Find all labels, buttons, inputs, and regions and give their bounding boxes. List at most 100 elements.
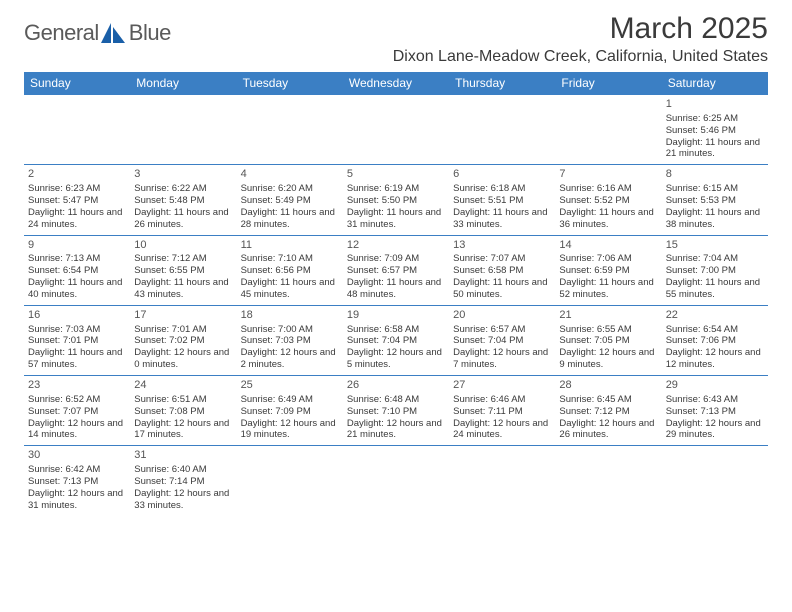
calendar-day-cell: 11Sunrise: 7:10 AMSunset: 6:56 PMDayligh… (237, 235, 343, 305)
calendar-day-cell (449, 446, 555, 516)
logo-text-b: Blue (129, 20, 171, 46)
calendar-day-cell: 13Sunrise: 7:07 AMSunset: 6:58 PMDayligh… (449, 235, 555, 305)
sunset-text: Sunset: 7:13 PM (28, 476, 126, 488)
sunrise-text: Sunrise: 6:19 AM (347, 183, 445, 195)
sunset-text: Sunset: 6:56 PM (241, 265, 339, 277)
logo-sail-icon (101, 23, 127, 43)
day-number: 21 (559, 309, 657, 323)
logo-text-a: General (24, 20, 99, 46)
calendar-day-cell: 8Sunrise: 6:15 AMSunset: 5:53 PMDaylight… (662, 165, 768, 235)
calendar-day-cell: 24Sunrise: 6:51 AMSunset: 7:08 PMDayligh… (130, 376, 236, 446)
daylight-text: Daylight: 11 hours and 38 minutes. (666, 207, 764, 231)
sunrise-text: Sunrise: 7:01 AM (134, 324, 232, 336)
day-number: 20 (453, 309, 551, 323)
calendar-week-row: 1Sunrise: 6:25 AMSunset: 5:46 PMDaylight… (24, 95, 768, 165)
calendar-day-cell: 20Sunrise: 6:57 AMSunset: 7:04 PMDayligh… (449, 305, 555, 375)
daylight-text: Daylight: 11 hours and 48 minutes. (347, 277, 445, 301)
sunset-text: Sunset: 5:48 PM (134, 195, 232, 207)
sunrise-text: Sunrise: 6:22 AM (134, 183, 232, 195)
day-number: 31 (134, 449, 232, 463)
day-header-cell: Tuesday (237, 72, 343, 95)
day-number: 27 (453, 379, 551, 393)
daylight-text: Daylight: 12 hours and 29 minutes. (666, 418, 764, 442)
calendar-week-row: 23Sunrise: 6:52 AMSunset: 7:07 PMDayligh… (24, 376, 768, 446)
daylight-text: Daylight: 11 hours and 36 minutes. (559, 207, 657, 231)
sunrise-text: Sunrise: 6:49 AM (241, 394, 339, 406)
daylight-text: Daylight: 11 hours and 55 minutes. (666, 277, 764, 301)
calendar-day-cell: 30Sunrise: 6:42 AMSunset: 7:13 PMDayligh… (24, 446, 130, 516)
calendar-day-cell: 3Sunrise: 6:22 AMSunset: 5:48 PMDaylight… (130, 165, 236, 235)
sunset-text: Sunset: 6:57 PM (347, 265, 445, 277)
sunrise-text: Sunrise: 6:16 AM (559, 183, 657, 195)
calendar-day-cell (555, 446, 661, 516)
day-number: 12 (347, 239, 445, 253)
daylight-text: Daylight: 11 hours and 28 minutes. (241, 207, 339, 231)
logo: General Blue (24, 20, 171, 46)
daylight-text: Daylight: 12 hours and 9 minutes. (559, 347, 657, 371)
sunrise-text: Sunrise: 6:55 AM (559, 324, 657, 336)
daylight-text: Daylight: 12 hours and 7 minutes. (453, 347, 551, 371)
sunset-text: Sunset: 7:02 PM (134, 335, 232, 347)
daylight-text: Daylight: 11 hours and 24 minutes. (28, 207, 126, 231)
daylight-text: Daylight: 12 hours and 12 minutes. (666, 347, 764, 371)
sunrise-text: Sunrise: 6:20 AM (241, 183, 339, 195)
sunrise-text: Sunrise: 6:18 AM (453, 183, 551, 195)
day-number: 13 (453, 239, 551, 253)
daylight-text: Daylight: 12 hours and 33 minutes. (134, 488, 232, 512)
calendar-day-cell: 16Sunrise: 7:03 AMSunset: 7:01 PMDayligh… (24, 305, 130, 375)
daylight-text: Daylight: 12 hours and 19 minutes. (241, 418, 339, 442)
page-title: March 2025 (393, 12, 768, 46)
calendar-day-cell: 17Sunrise: 7:01 AMSunset: 7:02 PMDayligh… (130, 305, 236, 375)
day-header-cell: Wednesday (343, 72, 449, 95)
day-number: 8 (666, 168, 764, 182)
sunrise-text: Sunrise: 6:40 AM (134, 464, 232, 476)
day-number: 11 (241, 239, 339, 253)
calendar-day-cell: 5Sunrise: 6:19 AMSunset: 5:50 PMDaylight… (343, 165, 449, 235)
calendar-day-cell: 25Sunrise: 6:49 AMSunset: 7:09 PMDayligh… (237, 376, 343, 446)
day-header-cell: Friday (555, 72, 661, 95)
sunset-text: Sunset: 7:10 PM (347, 406, 445, 418)
calendar-day-cell: 4Sunrise: 6:20 AMSunset: 5:49 PMDaylight… (237, 165, 343, 235)
day-number: 5 (347, 168, 445, 182)
sunset-text: Sunset: 7:04 PM (347, 335, 445, 347)
sunset-text: Sunset: 5:46 PM (666, 125, 764, 137)
sunset-text: Sunset: 6:55 PM (134, 265, 232, 277)
calendar-day-cell: 26Sunrise: 6:48 AMSunset: 7:10 PMDayligh… (343, 376, 449, 446)
calendar-day-cell: 12Sunrise: 7:09 AMSunset: 6:57 PMDayligh… (343, 235, 449, 305)
day-number: 19 (347, 309, 445, 323)
daylight-text: Daylight: 12 hours and 0 minutes. (134, 347, 232, 371)
sunrise-text: Sunrise: 6:42 AM (28, 464, 126, 476)
sunrise-text: Sunrise: 6:54 AM (666, 324, 764, 336)
sunset-text: Sunset: 6:54 PM (28, 265, 126, 277)
calendar-table: SundayMondayTuesdayWednesdayThursdayFrid… (24, 72, 768, 516)
daylight-text: Daylight: 12 hours and 14 minutes. (28, 418, 126, 442)
daylight-text: Daylight: 11 hours and 45 minutes. (241, 277, 339, 301)
calendar-day-cell: 9Sunrise: 7:13 AMSunset: 6:54 PMDaylight… (24, 235, 130, 305)
calendar-day-cell: 23Sunrise: 6:52 AMSunset: 7:07 PMDayligh… (24, 376, 130, 446)
day-number: 7 (559, 168, 657, 182)
calendar-day-cell: 22Sunrise: 6:54 AMSunset: 7:06 PMDayligh… (662, 305, 768, 375)
day-number: 23 (28, 379, 126, 393)
sunrise-text: Sunrise: 7:13 AM (28, 253, 126, 265)
daylight-text: Daylight: 11 hours and 33 minutes. (453, 207, 551, 231)
calendar-day-cell (343, 95, 449, 165)
sunset-text: Sunset: 7:08 PM (134, 406, 232, 418)
day-header-cell: Sunday (24, 72, 130, 95)
daylight-text: Daylight: 11 hours and 52 minutes. (559, 277, 657, 301)
sunset-text: Sunset: 5:51 PM (453, 195, 551, 207)
daylight-text: Daylight: 11 hours and 40 minutes. (28, 277, 126, 301)
day-number: 3 (134, 168, 232, 182)
sunrise-text: Sunrise: 6:45 AM (559, 394, 657, 406)
location-subtitle: Dixon Lane-Meadow Creek, California, Uni… (393, 48, 768, 66)
daylight-text: Daylight: 11 hours and 21 minutes. (666, 137, 764, 161)
daylight-text: Daylight: 11 hours and 57 minutes. (28, 347, 126, 371)
calendar-week-row: 2Sunrise: 6:23 AMSunset: 5:47 PMDaylight… (24, 165, 768, 235)
day-number: 24 (134, 379, 232, 393)
day-number: 4 (241, 168, 339, 182)
calendar-day-cell (237, 95, 343, 165)
daylight-text: Daylight: 11 hours and 43 minutes. (134, 277, 232, 301)
calendar-week-row: 16Sunrise: 7:03 AMSunset: 7:01 PMDayligh… (24, 305, 768, 375)
sunset-text: Sunset: 7:01 PM (28, 335, 126, 347)
day-header-cell: Thursday (449, 72, 555, 95)
daylight-text: Daylight: 12 hours and 21 minutes. (347, 418, 445, 442)
